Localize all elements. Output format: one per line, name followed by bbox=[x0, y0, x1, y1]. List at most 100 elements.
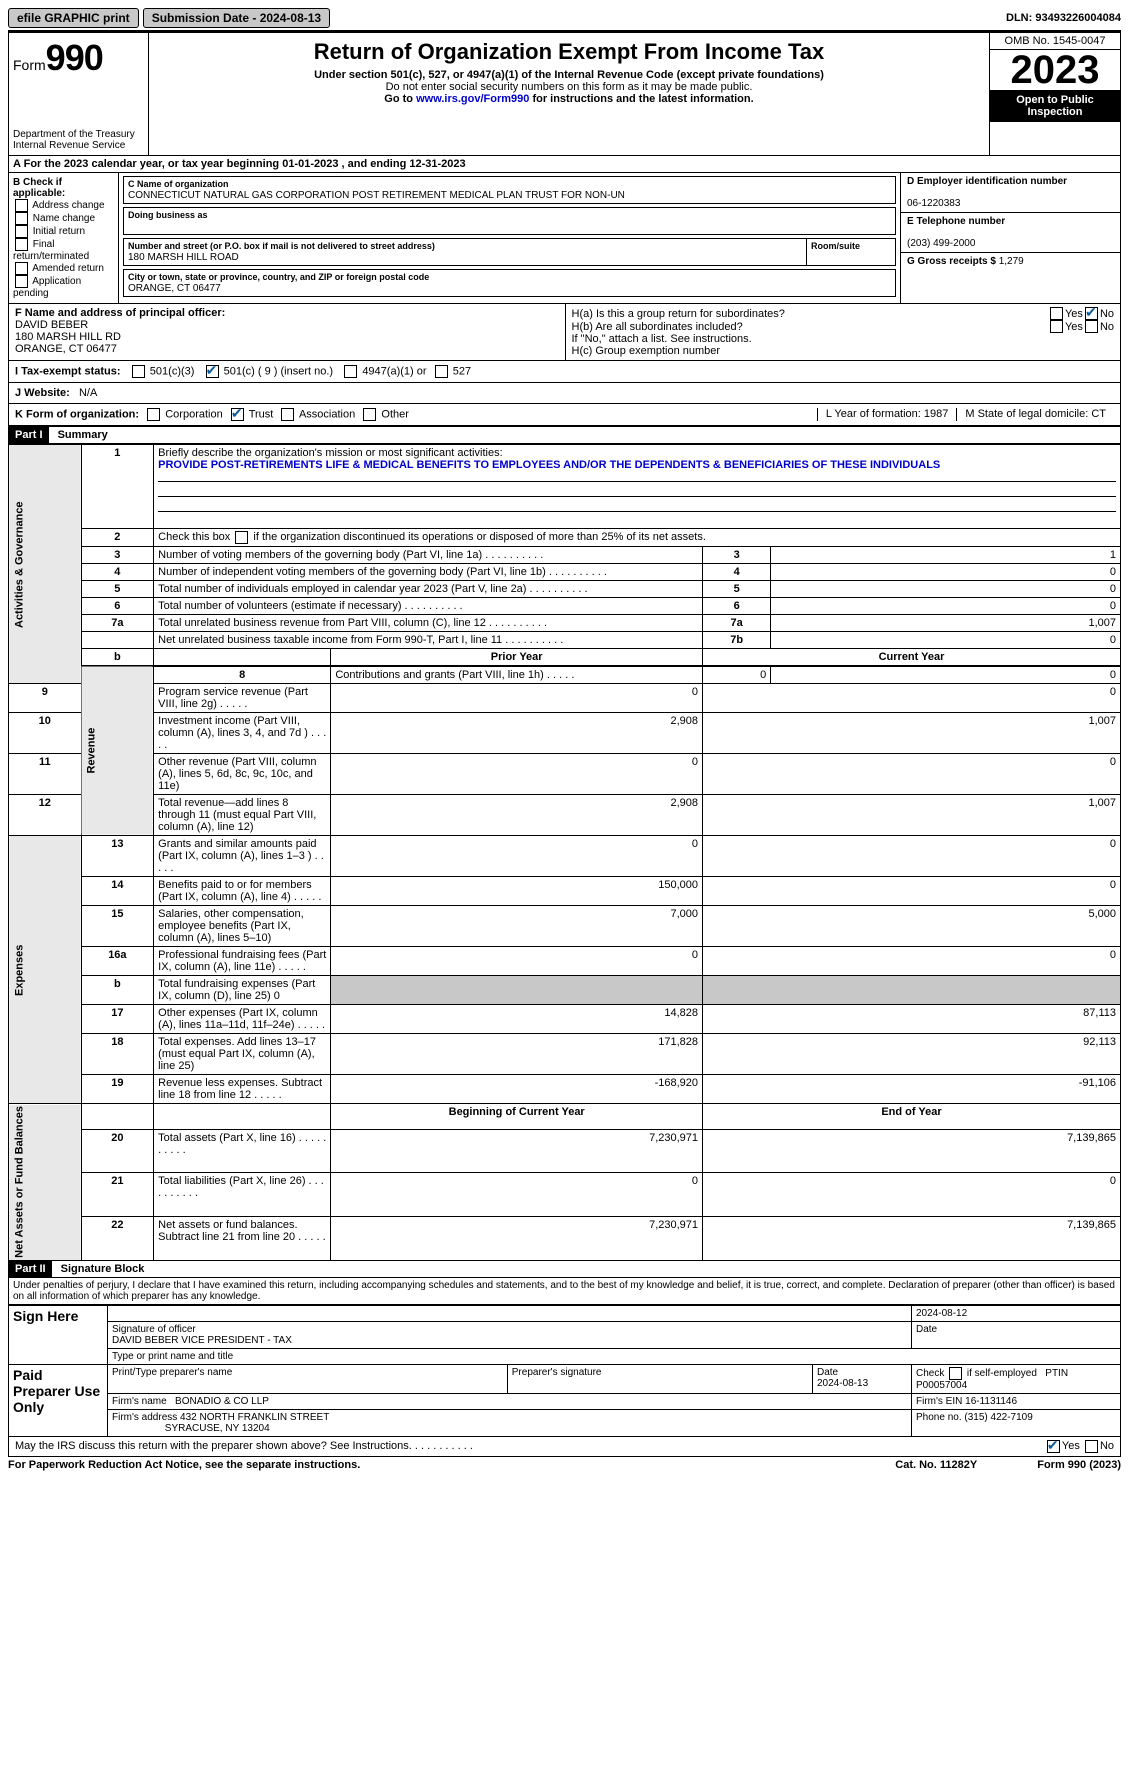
ln22-text: Net assets or fund balances. Subtract li… bbox=[154, 1217, 331, 1261]
org-city: ORANGE, CT 06477 bbox=[128, 283, 221, 294]
ln16a-c: 0 bbox=[703, 947, 1121, 976]
efile-button[interactable]: efile GRAPHIC print bbox=[8, 8, 139, 28]
ln10-c: 1,007 bbox=[703, 713, 1121, 754]
ln11-p: 0 bbox=[331, 754, 703, 795]
ln6-v: 0 bbox=[771, 598, 1121, 615]
ln19-p: -168,920 bbox=[331, 1075, 703, 1104]
box-deg: D Employer identification number 06-1220… bbox=[900, 173, 1120, 303]
ln7b-v: 0 bbox=[771, 632, 1121, 649]
chk-501c[interactable] bbox=[206, 365, 219, 378]
ln7a-text: Total unrelated business revenue from Pa… bbox=[154, 615, 703, 632]
chk-trust[interactable] bbox=[231, 408, 244, 421]
chk-501c3[interactable] bbox=[132, 365, 145, 378]
org-name-label: C Name of organization bbox=[128, 179, 229, 189]
form-title: Return of Organization Exempt From Incom… bbox=[153, 39, 985, 65]
city-label: City or town, state or province, country… bbox=[128, 272, 429, 282]
footer-right: Form 990 (2023) bbox=[1037, 1459, 1121, 1471]
ln8-c: 0 bbox=[771, 666, 1121, 684]
side-revenue: Revenue bbox=[81, 666, 154, 836]
ln14-text: Benefits paid to or for members (Part IX… bbox=[154, 877, 331, 906]
ln21-text: Total liabilities (Part X, line 26) bbox=[154, 1173, 331, 1217]
firm-ein: 16-1131146 bbox=[965, 1396, 1017, 1407]
chk-ha-yes[interactable] bbox=[1050, 307, 1063, 320]
chk-other[interactable] bbox=[363, 408, 376, 421]
ln9-p: 0 bbox=[331, 684, 703, 713]
lbl-no: No bbox=[1100, 308, 1114, 320]
gross-label: G Gross receipts $ bbox=[907, 256, 996, 267]
h-b-note: If "No," attach a list. See instructions… bbox=[572, 333, 1115, 345]
form-990: 990 bbox=[46, 37, 103, 78]
ln18-c: 92,113 bbox=[703, 1034, 1121, 1075]
ln5: 5 bbox=[81, 581, 154, 598]
chk-527[interactable] bbox=[435, 365, 448, 378]
ln11-text: Other revenue (Part VIII, column (A), li… bbox=[154, 754, 331, 795]
paid-preparer: Paid Preparer Use Only bbox=[9, 1364, 108, 1436]
website-value: N/A bbox=[79, 387, 97, 399]
ln12-text: Total revenue—add lines 8 through 11 (mu… bbox=[154, 795, 331, 836]
chk-discuss-yes[interactable] bbox=[1047, 1440, 1060, 1453]
dba-label: Doing business as bbox=[128, 210, 208, 220]
part1-header: Part I bbox=[9, 427, 49, 443]
ein-value: 06-1220383 bbox=[907, 198, 960, 209]
goto-link[interactable]: www.irs.gov/Form990 bbox=[416, 93, 529, 105]
ln11: 11 bbox=[9, 754, 82, 795]
officer-city: ORANGE, CT 06477 bbox=[15, 343, 117, 355]
chk-initial-return[interactable] bbox=[15, 225, 28, 238]
ln8-p: 0 bbox=[703, 666, 771, 684]
footer: For Paperwork Reduction Act Notice, see … bbox=[8, 1459, 1121, 1471]
ln6-k: 6 bbox=[703, 598, 771, 615]
prep-sig-label: Preparer's signature bbox=[507, 1364, 812, 1393]
mission-label: Briefly describe the organization's miss… bbox=[158, 447, 502, 459]
row-a-tax-year: A For the 2023 calendar year, or tax yea… bbox=[8, 156, 1121, 173]
chk-corp[interactable] bbox=[147, 408, 160, 421]
ln13-c: 0 bbox=[703, 836, 1121, 877]
chk-self-employed[interactable] bbox=[949, 1367, 962, 1380]
ln21-c: 0 bbox=[703, 1173, 1121, 1217]
ln7a: 7a bbox=[81, 615, 154, 632]
row-j: J Website: N/A bbox=[8, 383, 1121, 404]
ln19-text: Revenue less expenses. Subtract line 18 … bbox=[154, 1075, 331, 1104]
ln16b-c bbox=[703, 976, 1121, 1005]
side-expenses: Expenses bbox=[9, 836, 82, 1104]
chk-hb-no[interactable] bbox=[1085, 320, 1098, 333]
chk-4947[interactable] bbox=[344, 365, 357, 378]
tax-status-label: I Tax-exempt status: bbox=[15, 365, 121, 377]
ln5-v: 0 bbox=[771, 581, 1121, 598]
dln-text: DLN: 93493226004084 bbox=[1006, 12, 1121, 24]
lbl-yes2: Yes bbox=[1065, 321, 1083, 333]
chk-discontinued[interactable] bbox=[235, 531, 248, 544]
chk-hb-yes[interactable] bbox=[1050, 320, 1063, 333]
sig-name: DAVID BEBER VICE PRESIDENT - TAX bbox=[112, 1335, 292, 1346]
prep-name-label: Print/Type preparer's name bbox=[108, 1364, 508, 1393]
goto-pre: Go to bbox=[384, 93, 416, 105]
hdr-end: End of Year bbox=[703, 1104, 1121, 1130]
ln18: 18 bbox=[81, 1034, 154, 1075]
sign-here: Sign Here bbox=[9, 1305, 108, 1364]
signature-block: Sign Here 2024-08-12 Signature of office… bbox=[8, 1305, 1121, 1437]
officer-label: F Name and address of principal officer: bbox=[15, 307, 225, 319]
ln16a-text: Professional fundraising fees (Part IX, … bbox=[154, 947, 331, 976]
part2-header: Part II bbox=[9, 1261, 52, 1277]
row-k: K Form of organization: Corporation Trus… bbox=[8, 404, 1121, 426]
ln3-text: Number of voting members of the governin… bbox=[154, 547, 703, 564]
firm-name: BONADIO & CO LLP bbox=[175, 1396, 269, 1407]
chk-name-change[interactable] bbox=[15, 212, 28, 225]
chk-final-return[interactable] bbox=[15, 238, 28, 251]
chk-discuss-no[interactable] bbox=[1085, 1440, 1098, 1453]
chk-ha-no[interactable] bbox=[1085, 307, 1098, 320]
row-a-text: For the 2023 calendar year, or tax year … bbox=[24, 158, 466, 170]
h-a-label: H(a) Is this a group return for subordin… bbox=[572, 308, 1048, 320]
lbl-initial-return: Initial return bbox=[33, 226, 85, 237]
chk-address-change[interactable] bbox=[15, 199, 28, 212]
ln8: 8 bbox=[154, 666, 331, 684]
h-c-label: H(c) Group exemption number bbox=[572, 345, 1115, 357]
ptin-value: P00057004 bbox=[916, 1380, 967, 1391]
chk-amended-return[interactable] bbox=[15, 262, 28, 275]
ln10-text: Investment income (Part VIII, column (A)… bbox=[154, 713, 331, 754]
section-bg: B Check if applicable: Address change Na… bbox=[8, 173, 1121, 304]
chk-assoc[interactable] bbox=[281, 408, 294, 421]
ein-label: D Employer identification number bbox=[907, 176, 1067, 187]
chk-app-pending[interactable] bbox=[15, 275, 28, 288]
submission-button[interactable]: Submission Date - 2024-08-13 bbox=[143, 8, 330, 28]
ln16a: 16a bbox=[81, 947, 154, 976]
